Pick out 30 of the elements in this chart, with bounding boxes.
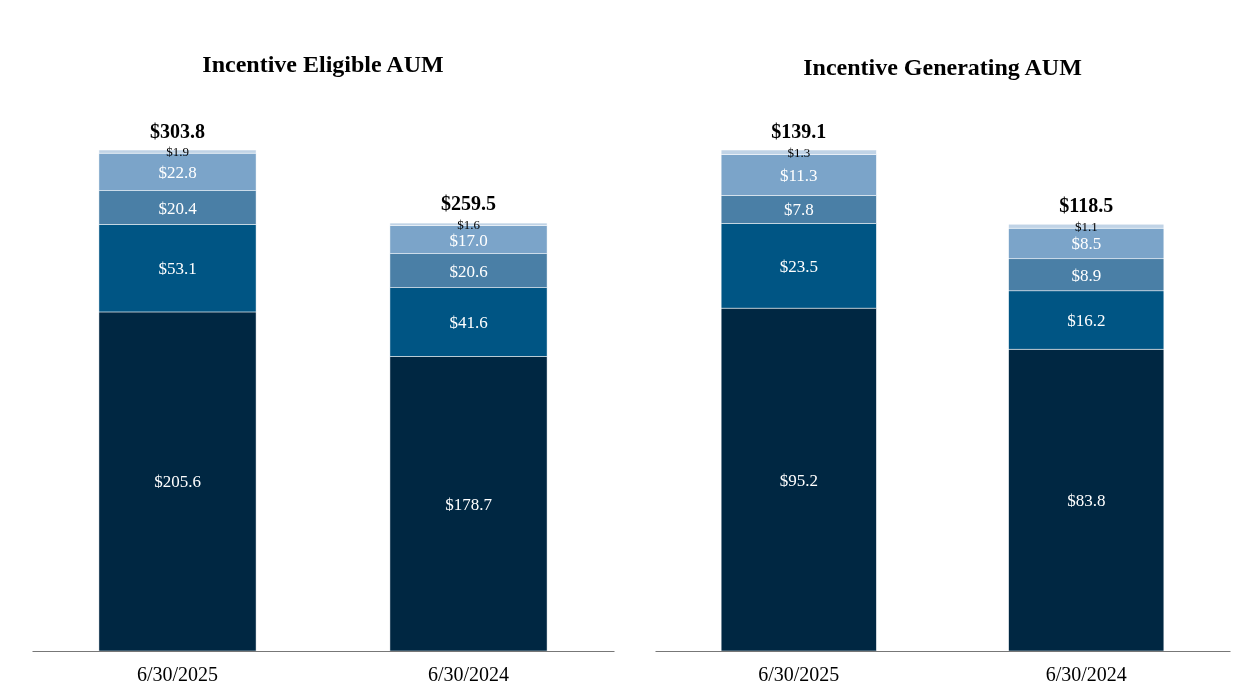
data-label: $8.5	[1071, 234, 1102, 254]
data-label: $1.9	[166, 144, 189, 160]
data-label: $95.2	[779, 470, 818, 490]
x-tick-label: 6/30/2024	[427, 663, 510, 686]
data-label: $1.3	[787, 144, 811, 160]
data-label: $178.7	[445, 494, 493, 514]
chart-title: Incentive Eligible AUM	[202, 51, 444, 77]
data-label: $7.8	[783, 200, 814, 220]
data-label: $17.0	[449, 230, 488, 250]
x-tick-label: 6/30/2025	[758, 663, 840, 686]
data-label: $53.1	[158, 259, 197, 279]
data-label: $1.1	[1074, 218, 1098, 234]
data-label: $41.6	[449, 312, 488, 332]
data-label: $205.6	[154, 472, 201, 492]
data-label: $83.8	[1067, 491, 1106, 511]
data-label: $20.6	[449, 261, 488, 281]
data-label: $11.3	[779, 165, 818, 185]
data-label: $23.5	[779, 256, 818, 276]
data-label: $1.6	[457, 216, 481, 232]
total-label: $139.1	[771, 120, 827, 143]
data-label: $8.9	[1071, 265, 1102, 285]
total-label: $259.5	[441, 192, 496, 215]
data-label: $20.4	[158, 198, 198, 218]
total-label: $118.5	[1059, 194, 1114, 217]
total-label: $303.8	[150, 119, 205, 142]
chart-title: Incentive Generating AUM	[803, 54, 1082, 80]
data-label: $16.2	[1067, 310, 1106, 330]
x-tick-label: 6/30/2025	[136, 663, 219, 686]
data-label: $22.8	[158, 162, 197, 182]
x-tick-label: 6/30/2024	[1045, 663, 1127, 686]
